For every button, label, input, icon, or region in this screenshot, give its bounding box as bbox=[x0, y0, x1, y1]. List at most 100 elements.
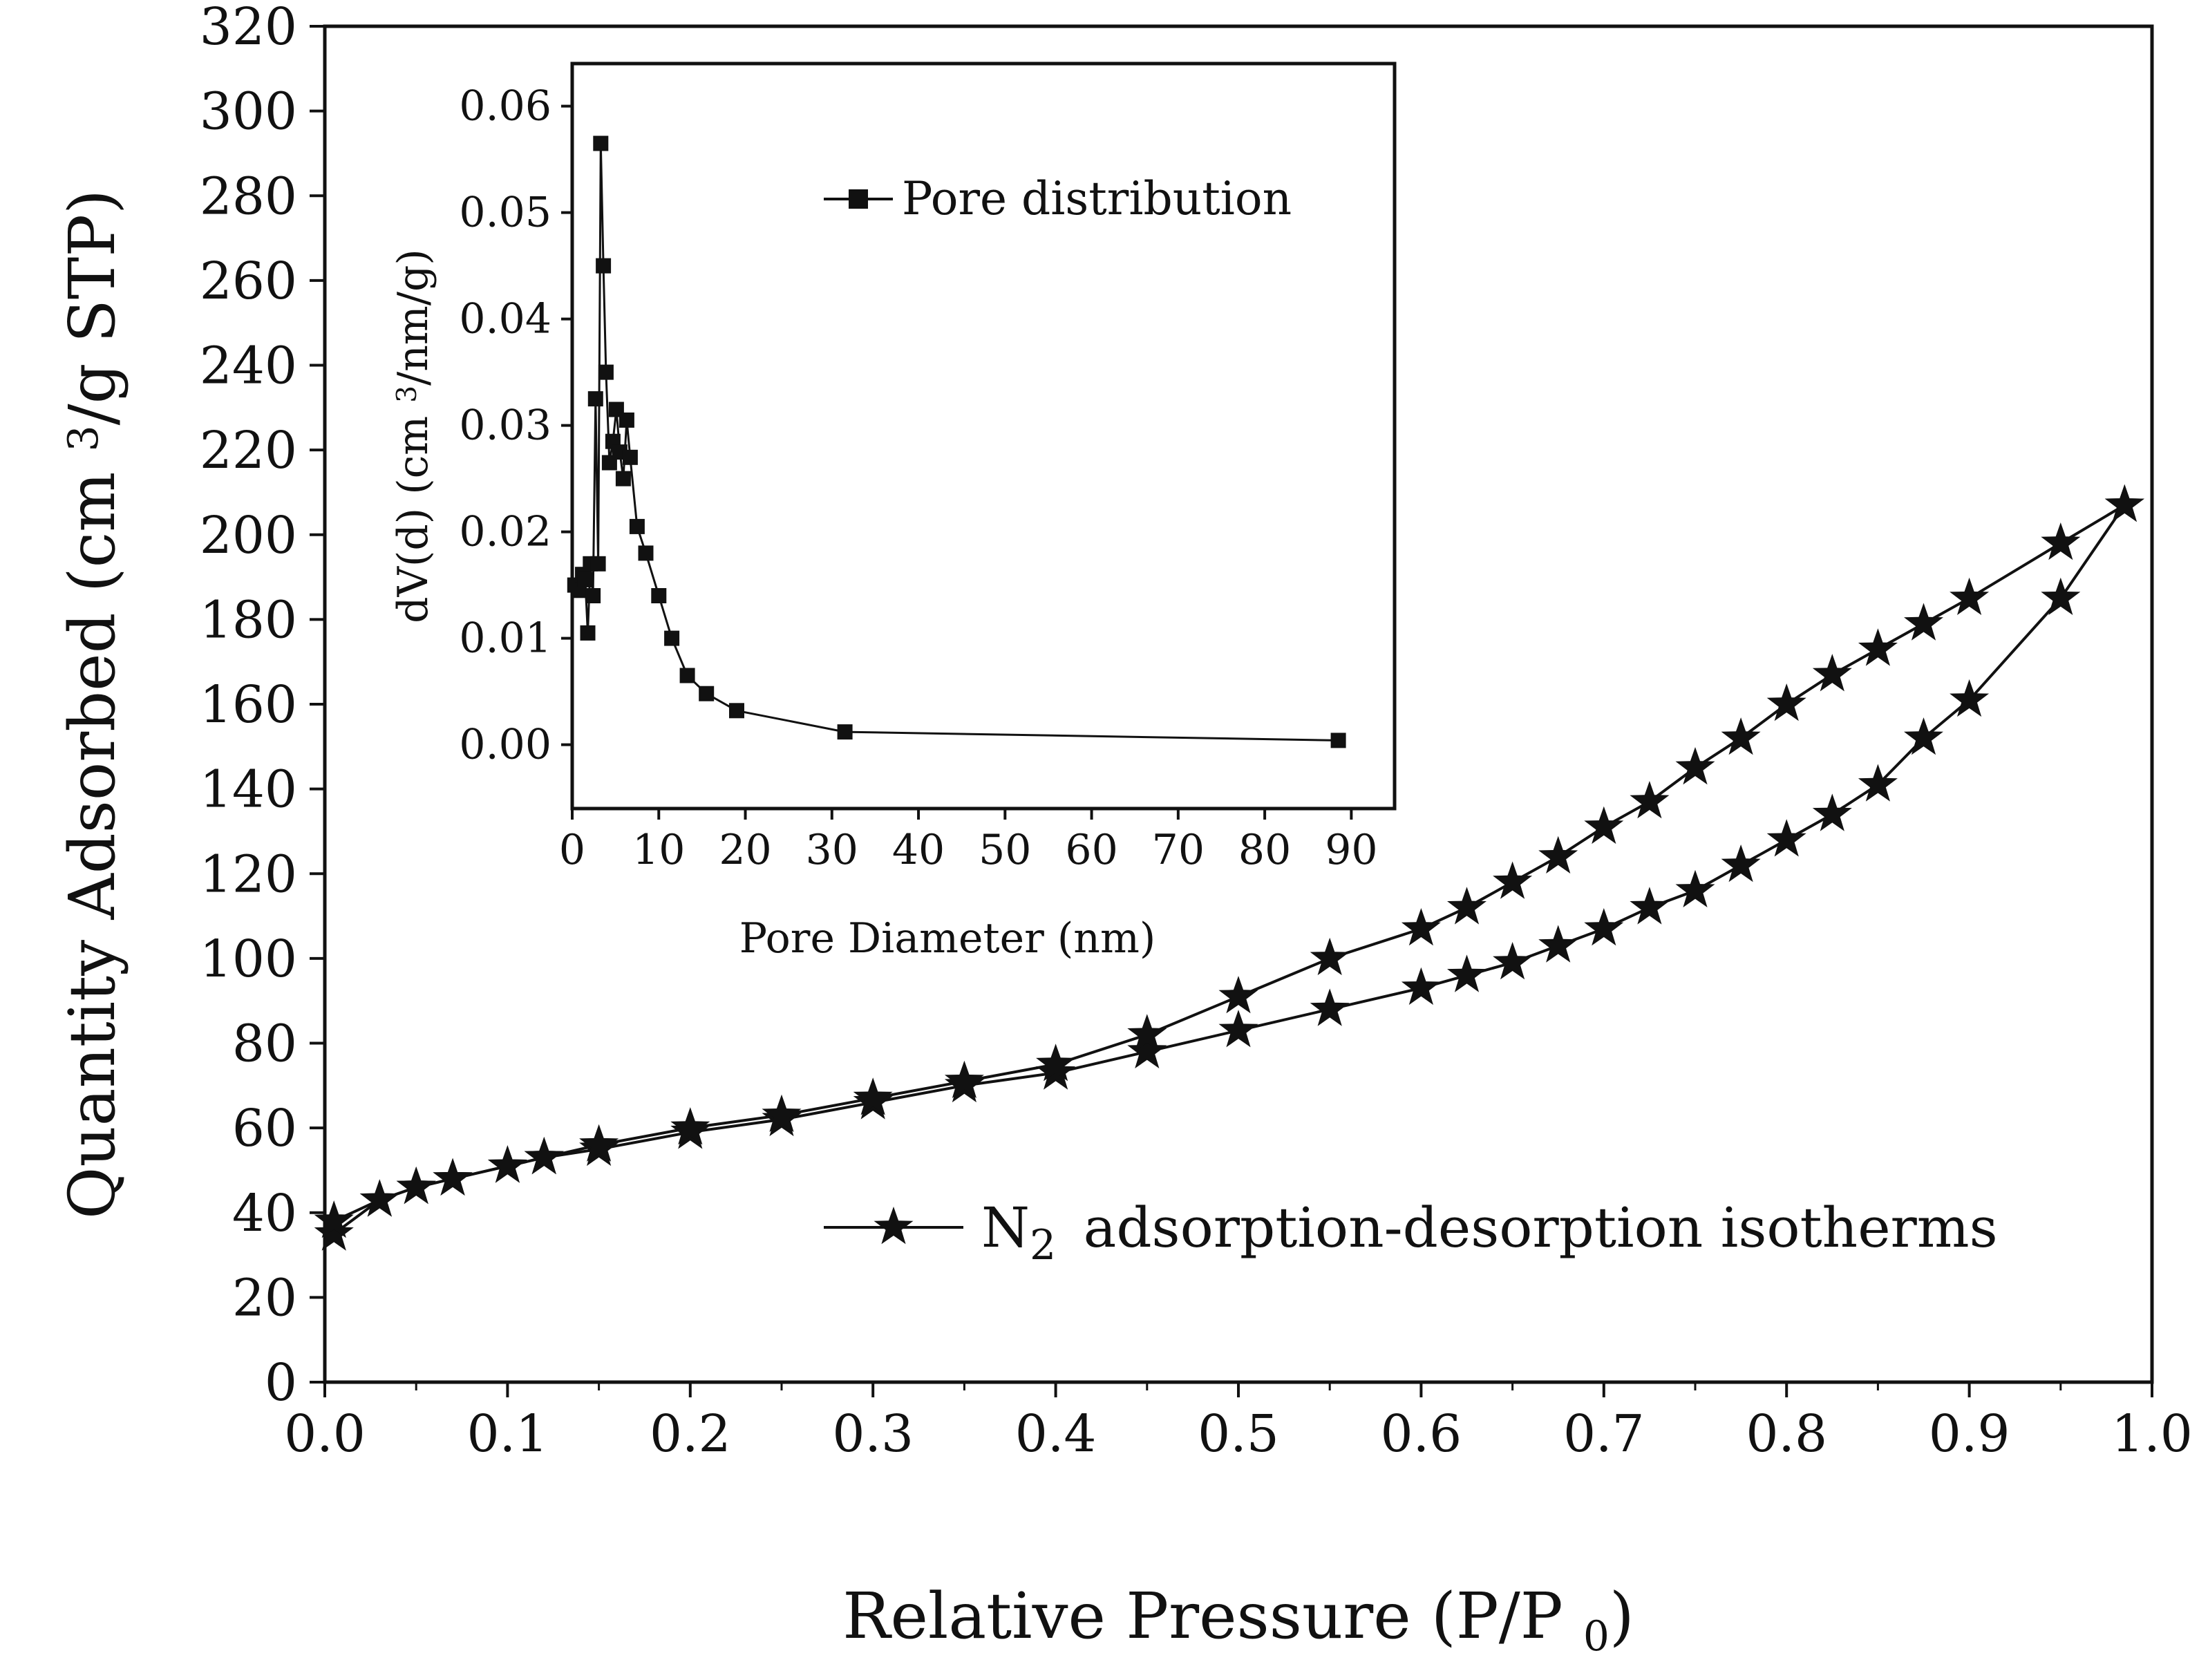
main-x-tick-label: 0.1 bbox=[467, 1404, 549, 1464]
inset-x-tick-label: 30 bbox=[806, 826, 858, 874]
inset-data-point bbox=[1330, 733, 1346, 748]
main-axis-ticks: 0.0 0.1 0.2 0.3 0.4 0.5 0.6 0.7 0.8 0.9 1.00204060… bbox=[200, 0, 2193, 1464]
data-point-desorption bbox=[1127, 1014, 1167, 1052]
data-point-adsorption bbox=[1721, 844, 1761, 883]
main-x-tick-label: 0.9 bbox=[1929, 1404, 2010, 1464]
main-y-tick-label: 200 bbox=[200, 506, 297, 565]
inset-data-point bbox=[580, 625, 596, 641]
data-point-adsorption bbox=[2041, 577, 2081, 615]
inset-y-axis-label: dV(d) (cm 3/nm/g) bbox=[389, 249, 437, 623]
inset-data-point bbox=[729, 703, 744, 719]
inset-y-tick-label: 0.04 bbox=[459, 295, 551, 343]
inset-y-tick-label: 0.03 bbox=[459, 402, 551, 450]
label-subscript: 0 bbox=[1583, 1612, 1610, 1661]
inset-x-axis-label-text: Pore Diameter (nm) bbox=[739, 914, 1156, 963]
label-rest: /nm/g) bbox=[389, 249, 437, 386]
data-point-adsorption bbox=[1858, 764, 1898, 802]
main-y-axis-label-text: Quantity Adsorbed (cm bbox=[55, 472, 129, 1219]
inset-x-tick-label: 70 bbox=[1152, 826, 1205, 874]
main-y-tick-label: 160 bbox=[200, 675, 297, 735]
data-point-desorption bbox=[579, 1124, 619, 1162]
data-point-desorption bbox=[1721, 717, 1761, 755]
inset-x-tick-label: 0 bbox=[559, 826, 585, 874]
data-point-desorption bbox=[524, 1137, 564, 1175]
data-point-adsorption bbox=[1310, 988, 1350, 1026]
main-y-tick-label: 240 bbox=[200, 337, 297, 396]
data-point-desorption bbox=[1538, 836, 1578, 874]
legend-n: N bbox=[981, 1196, 1030, 1260]
data-point-desorption bbox=[2041, 522, 2081, 560]
inset-legend: Pore distribution bbox=[824, 172, 1292, 225]
inset-x-tick-label: 40 bbox=[892, 826, 945, 874]
inset-y-tick-label: 0.05 bbox=[459, 189, 551, 237]
inset-x-tick-label: 10 bbox=[632, 826, 685, 874]
data-point-adsorption bbox=[1538, 925, 1578, 963]
inset-x-tick-label: 80 bbox=[1238, 826, 1291, 874]
inset-data-point bbox=[638, 545, 654, 561]
inset-y-axis-label-text: dV(d) (cm bbox=[389, 416, 437, 623]
inset-data-point bbox=[679, 668, 695, 683]
data-point-adsorption bbox=[1447, 954, 1487, 992]
main-y-tick-label: 220 bbox=[200, 421, 297, 480]
data-point-adsorption bbox=[1812, 793, 1852, 831]
inset-data-point bbox=[615, 471, 631, 487]
inset-legend-square-icon bbox=[849, 189, 868, 209]
inset-y-tick-label: 0.00 bbox=[459, 721, 551, 769]
label-supscript: 3 bbox=[392, 386, 423, 403]
data-point-adsorption bbox=[314, 1213, 354, 1251]
inset-x-tick-label: 90 bbox=[1325, 826, 1377, 874]
inset-data-point bbox=[664, 630, 680, 646]
main-x-tick-label: 0.8 bbox=[1746, 1404, 1827, 1464]
main-y-tick-label: 80 bbox=[232, 1014, 297, 1074]
data-point-adsorption bbox=[1675, 869, 1715, 907]
data-point-desorption bbox=[1036, 1044, 1076, 1082]
data-point-desorption bbox=[2104, 484, 2144, 522]
data-point-adsorption bbox=[1218, 1010, 1258, 1048]
inset-data-point bbox=[837, 724, 853, 740]
data-point-desorption bbox=[670, 1107, 710, 1145]
inset-x-tick-label: 50 bbox=[979, 826, 1031, 874]
main-y-tick-label: 0 bbox=[265, 1353, 297, 1413]
inset-data-point bbox=[651, 588, 667, 603]
main-legend-label: N2 adsorption-desorption isotherms bbox=[981, 1196, 1998, 1270]
main-x-tick-label: 0.0 bbox=[284, 1404, 366, 1464]
main-y-tick-label: 20 bbox=[232, 1268, 297, 1328]
main-y-tick-label: 40 bbox=[232, 1184, 297, 1243]
data-point-desorption bbox=[487, 1145, 527, 1183]
data-point-adsorption bbox=[1401, 967, 1441, 1006]
inset-y-tick-label: 0.02 bbox=[459, 508, 551, 556]
inset-data-point bbox=[577, 572, 593, 587]
main-x-tick-label: 0.3 bbox=[832, 1404, 914, 1464]
inset-axis-ticks: 0 10 20 30 40 50 60 70 80 90 0.00 0.01 0.02 0.03 0.04 0… bbox=[459, 82, 1377, 874]
main-series-layer bbox=[314, 484, 2144, 1251]
data-point-adsorption bbox=[1766, 819, 1806, 857]
data-point-desorption bbox=[1904, 603, 1943, 641]
inset-data-point bbox=[590, 556, 606, 572]
data-point-desorption bbox=[1493, 861, 1533, 899]
data-point-desorption bbox=[1218, 976, 1258, 1014]
data-point-desorption bbox=[762, 1094, 802, 1132]
data-point-adsorption bbox=[1950, 679, 1990, 717]
inset-data-point bbox=[622, 449, 638, 465]
inset-x-tick-label: 20 bbox=[719, 826, 771, 874]
data-point-desorption bbox=[396, 1167, 436, 1205]
main-x-axis-label-text: Relative Pressure (P/P bbox=[842, 1579, 1563, 1653]
inset-y-tick-label: 0.01 bbox=[459, 614, 551, 663]
data-point-desorption bbox=[1447, 887, 1487, 925]
data-point-desorption bbox=[1675, 747, 1715, 785]
inset-data-point bbox=[587, 391, 603, 407]
data-point-desorption bbox=[314, 1200, 354, 1238]
inset-legend-label: Pore distribution bbox=[902, 172, 1292, 225]
data-point-desorption bbox=[1950, 577, 1990, 615]
data-point-desorption bbox=[1584, 806, 1624, 844]
inset-x-tick-label: 60 bbox=[1065, 826, 1117, 874]
data-point-desorption bbox=[944, 1060, 984, 1098]
legend-rest: adsorption-desorption isotherms bbox=[1066, 1196, 1998, 1260]
inset-data-point bbox=[593, 135, 609, 151]
inset-y-tick-label: 0.06 bbox=[459, 82, 551, 131]
main-y-axis-label: Quantity Adsorbed (cm 3/g STP) bbox=[55, 189, 129, 1219]
main-y-tick-label: 60 bbox=[232, 1099, 297, 1158]
inset-data-point bbox=[596, 258, 612, 274]
data-point-adsorption bbox=[1584, 908, 1624, 946]
